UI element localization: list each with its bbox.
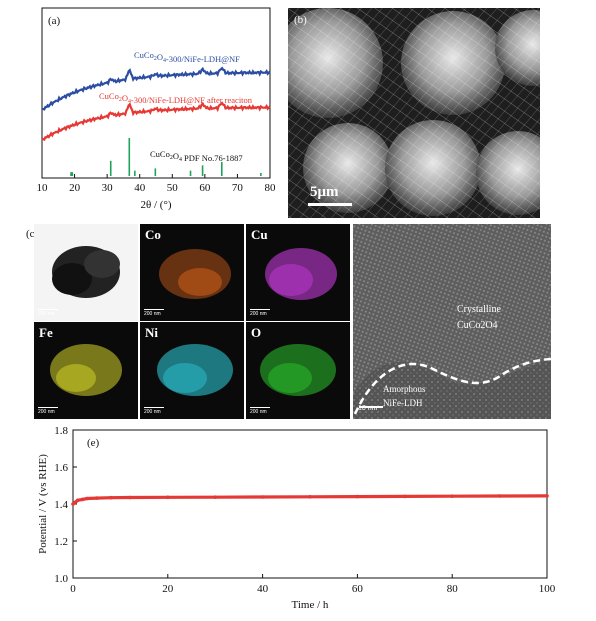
stability-y-tick-label: 1.4 — [54, 499, 68, 511]
xrd-x-tick-label: 50 — [167, 182, 179, 194]
series-label-before: CuCo2O4-300/NiFe-LDH@NF — [134, 50, 240, 64]
map-label-o: O — [251, 325, 262, 340]
stability-x-tick-label: 80 — [447, 583, 459, 595]
xrd-x-tick-label: 70 — [232, 182, 244, 194]
xrd-pattern-before — [41, 66, 271, 111]
panel-a-label: (a) — [48, 15, 61, 27]
stability-data-point — [260, 495, 265, 499]
sem-image — [288, 8, 540, 218]
panel-b-sem: (b) 5μm — [288, 8, 540, 218]
map-label-fe: Fe — [39, 325, 53, 340]
panel-a-xrd: (a) 10 20 30 40 50 60 70 80 2θ / (°) CuCo2O4-300/N… — [0, 0, 290, 215]
stability-y-tick-label: 1.2 — [54, 536, 68, 548]
xrd-x-tick-label: 30 — [102, 182, 114, 194]
hrtem-image: Crystalline CuCo2O4 Amorphous NiFe-LDH 1… — [353, 224, 551, 419]
stability-y-tick-label: 1.0 — [54, 573, 68, 585]
map-o: O 200 nm — [246, 322, 350, 419]
xrd-x-tick-label: 40 — [134, 182, 146, 194]
stability-data-point — [213, 495, 217, 499]
sem-spheres — [288, 8, 540, 218]
tem-image: 200 nm — [34, 224, 138, 321]
crystalline-label: Crystalline — [457, 304, 501, 315]
map-label-co: Co — [145, 227, 161, 242]
stability-data-point — [94, 496, 99, 500]
hrtem-scale-label: 10 nm — [358, 405, 378, 412]
xrd-chart: (a) 10 20 30 40 50 60 70 80 2θ / (°) CuCo2O4-300/N… — [37, 7, 277, 211]
xrd-x-tick-label: 60 — [199, 182, 211, 194]
stability-x-tick-label: 60 — [352, 583, 364, 595]
map-co: Co 200 nm — [140, 224, 244, 321]
xrd-frame — [41, 7, 271, 179]
stability-data-point — [497, 494, 502, 498]
map-ni: Ni 200 nm — [140, 322, 244, 419]
stability-data-point — [75, 498, 80, 503]
stability-data-point — [109, 495, 113, 500]
stability-x-tick-label: 0 — [70, 583, 76, 595]
stability-data-point — [128, 495, 132, 500]
map-label-cu: Cu — [251, 227, 268, 242]
panel-b-label: (b) — [294, 14, 307, 26]
amorphous-label: Amorphous — [383, 384, 426, 394]
stability-data-point — [355, 494, 360, 499]
xrd-x-axis-title: 2θ / (°) — [140, 199, 171, 211]
stability-data-point — [80, 497, 85, 502]
xrd-pattern-after — [41, 101, 271, 142]
panel-e-chart: (e) 0 20 40 60 80 100 1.0 1.2 1.4 1.6 1.8 Time / h Po… — [0, 420, 596, 616]
stability-x-tick-label: 20 — [162, 583, 174, 595]
stability-x-axis-title: Time / h — [292, 599, 329, 611]
stability-x-tick-label: 100 — [539, 583, 556, 595]
crystalline-formula: CuCo2O4 — [457, 320, 498, 331]
xrd-x-tick-label: 10 — [37, 182, 49, 194]
stability-frame — [72, 429, 548, 579]
stability-data-point — [450, 494, 455, 498]
stability-chart: (e) 0 20 40 60 80 100 1.0 1.2 1.4 1.6 1.8 Time / h Po… — [37, 425, 556, 611]
series-label-pdf: CuCo2O4 PDF No.76-1887 — [150, 149, 243, 163]
stability-data-point — [85, 496, 89, 501]
stability-data-point — [166, 495, 170, 500]
sem-scale-bar — [308, 203, 352, 206]
xrd-x-tick-label: 80 — [265, 182, 277, 194]
stability-y-axis-title: Potential / V (vs RHE) — [37, 454, 49, 554]
xrd-x-tick-label: 20 — [69, 182, 81, 194]
stability-x-tick-label: 40 — [257, 583, 269, 595]
stability-y-tick-label: 1.6 — [54, 462, 68, 474]
panel-e-label: (e) — [87, 437, 100, 449]
sem-scale-label: 5μm — [310, 184, 339, 200]
stability-data-point — [308, 495, 312, 499]
map-label-ni: Ni — [145, 325, 158, 340]
series-label-after: CuCo2O4-300/NiFe-LDH@NF after reaciton — [99, 91, 253, 105]
amorphous-formula: NiFe-LDH — [383, 398, 423, 408]
stability-data-point — [545, 494, 549, 498]
map-cu: Cu 200 nm — [246, 224, 350, 321]
stability-data-point — [403, 494, 407, 499]
map-fe: Fe 200 nm — [34, 322, 138, 419]
interface-line — [353, 357, 551, 415]
stability-y-tick-label: 1.8 — [54, 425, 68, 437]
